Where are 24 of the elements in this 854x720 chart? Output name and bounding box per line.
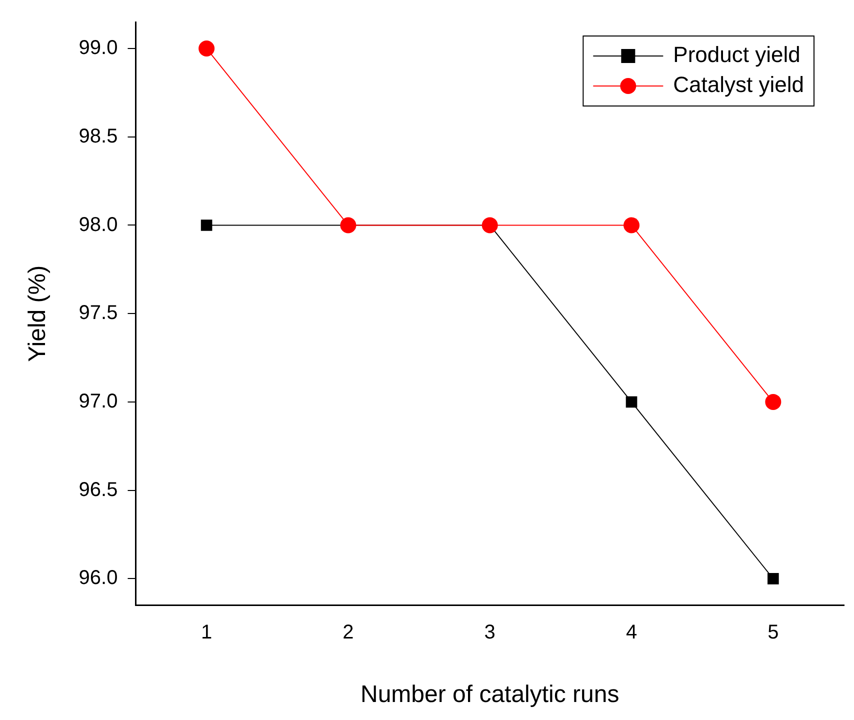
y-tick-label: 97.0 [78,390,118,412]
y-tick-label: 99.0 [78,37,118,60]
point [768,573,779,584]
y-axis-title: Yield (%) [24,265,52,362]
x-tick-label: 5 [768,622,779,644]
legend-label: Product yield [673,42,800,68]
x-tick-label: 1 [200,622,212,644]
point [624,217,640,234]
y-tick-label: 96.5 [78,478,118,501]
point [198,40,215,57]
y-tick-label: 97.5 [78,302,118,324]
x-tick-label: 2 [342,622,354,644]
y-tick-label: 96.0 [78,567,118,590]
x-tick-label: 4 [626,622,638,644]
point [340,217,356,234]
point [200,220,212,231]
legend-label: Catalyst yield [673,72,804,98]
y-tick-label: 98.5 [78,125,118,148]
y-tick-label: 98.0 [78,214,118,236]
point [765,394,782,410]
point [482,217,498,234]
x-axis-title: Number of catalytic runs [360,681,620,708]
point [626,396,638,408]
x-tick-label: 3 [484,622,496,644]
